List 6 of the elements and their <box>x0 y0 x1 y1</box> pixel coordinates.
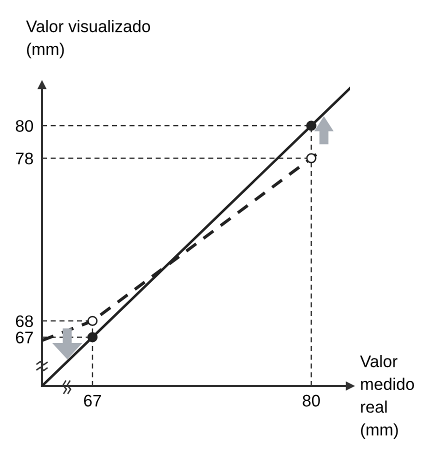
y-tick-label: 68 <box>16 315 33 328</box>
y-axis-title: Valor visualizado (mm) <box>26 20 150 58</box>
y-tick-label: 80 <box>16 120 34 132</box>
x-axis-title: Valor medido real (mm) <box>360 355 414 439</box>
y-tick-label: 67 <box>16 332 33 344</box>
y-tick-label: 78 <box>16 152 33 164</box>
